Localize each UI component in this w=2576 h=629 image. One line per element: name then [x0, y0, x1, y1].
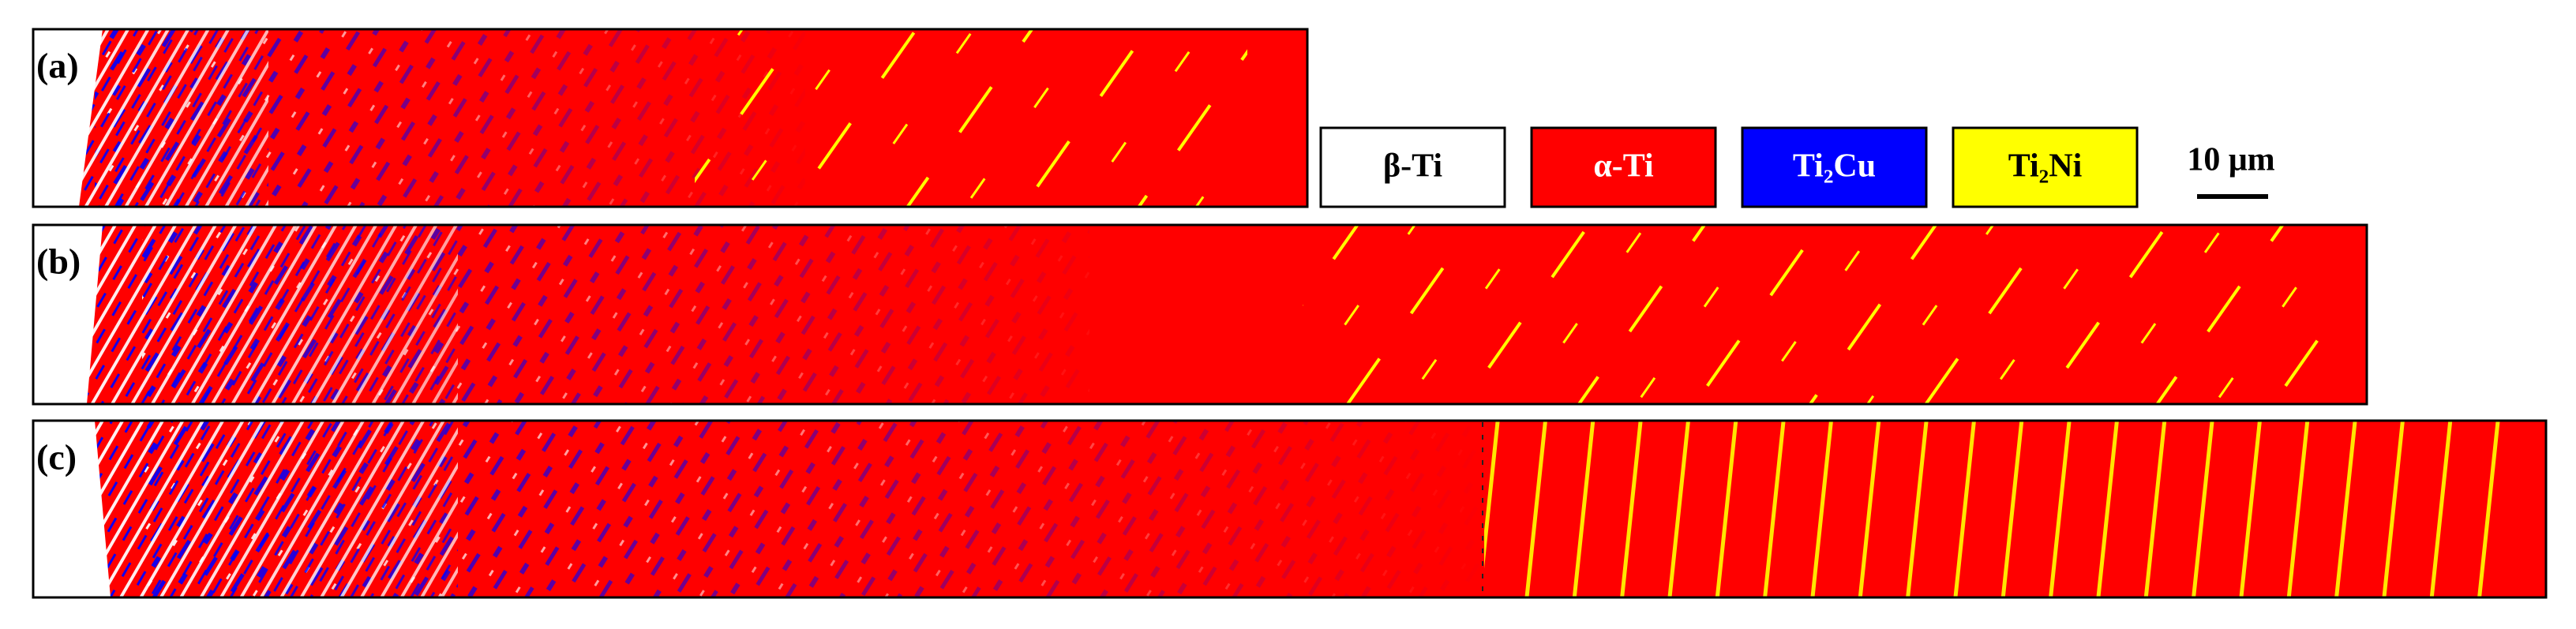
panel-label: (a): [36, 46, 79, 86]
legend: β-Ti α-Ti Ti₂Cu Ti₂Ni: [1319, 126, 2139, 208]
panel-c: (c): [32, 419, 2548, 599]
scale-bar-line: [2197, 194, 2268, 199]
scale-bar: 10 μm: [2187, 142, 2275, 199]
legend-label: Ti₂Cu: [1793, 148, 1876, 185]
legend-swatch: [1741, 126, 1928, 208]
panel-label: (c): [36, 437, 77, 477]
panel-b: (b): [32, 223, 2368, 406]
panel-label: (b): [36, 241, 81, 282]
scale-bar-label: 10 μm: [2187, 142, 2274, 178]
panel-a: (a): [32, 28, 1309, 208]
legend-swatch: [1530, 126, 1717, 208]
legend-swatch: [1952, 126, 2139, 208]
legend-label: α-Ti: [1593, 148, 1654, 185]
legend-label: Ti₂Ni: [2008, 148, 2083, 185]
legend-label: β-Ti: [1383, 148, 1442, 185]
legend-swatch: [1319, 126, 1506, 208]
